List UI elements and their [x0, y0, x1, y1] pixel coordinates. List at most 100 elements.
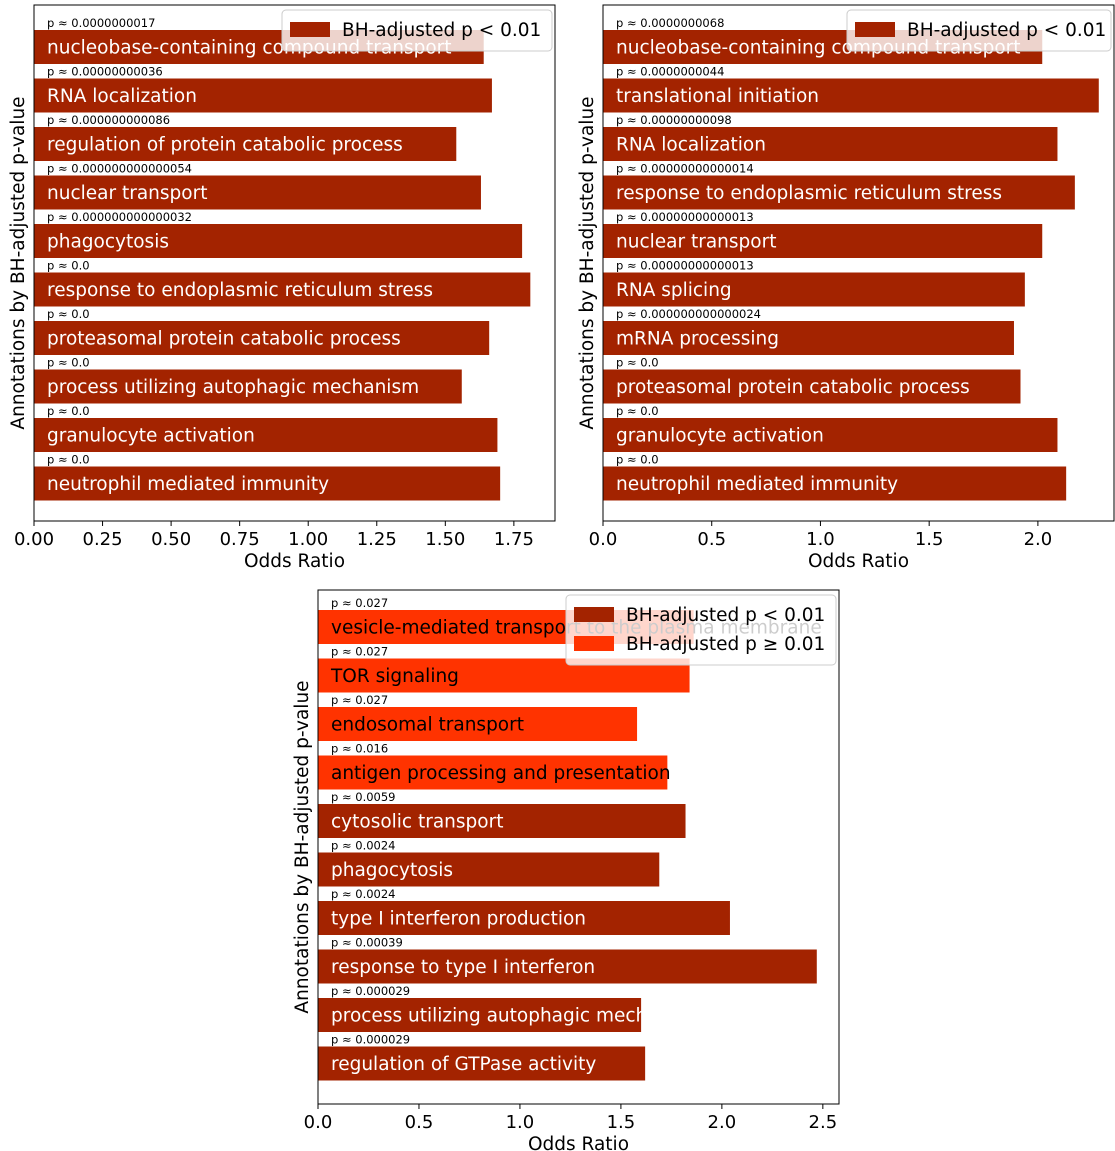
bar: [603, 369, 1021, 404]
bar-label: TOR signaling: [330, 666, 459, 687]
bar-label: process utilizing autophagic mechanism: [47, 377, 419, 398]
p-value-label: p ≈ 0.0: [47, 453, 90, 467]
bar-label: response to type I interferon: [331, 957, 595, 978]
p-value-label: p ≈ 0.0: [47, 356, 90, 370]
bar-label: type I interferon production: [331, 909, 586, 930]
p-value-label: p ≈ 0.00000000036: [47, 65, 163, 79]
x-tick-label: 2.5: [809, 1112, 838, 1133]
x-tick-label: 1.75: [494, 529, 534, 550]
p-value-label: p ≈ 0.027: [331, 596, 388, 610]
y-axis-label: Annotations by BH-adjusted p-value: [8, 96, 29, 429]
axes-frame: [317, 589, 840, 1105]
legend-label: BH-adjusted p ≥ 0.01: [626, 634, 825, 655]
bar: [603, 175, 1075, 210]
p-value-label: p ≈ 0.0000000017: [47, 16, 155, 30]
bar-label: granulocyte activation: [47, 426, 255, 447]
bar: [603, 418, 1058, 452]
p-value-label: p ≈ 0.000000000086: [47, 113, 170, 127]
bars-group: nucleobase-containing compound transport…: [34, 16, 531, 501]
bar: [34, 127, 457, 161]
p-value-label: p ≈ 0.0: [47, 259, 90, 273]
chart-panel-top-right: nucleobase-containing compound transport…: [577, 4, 1115, 572]
p-value-label: p ≈ 0.016: [331, 742, 388, 756]
legend-label: BH-adjusted p < 0.01: [342, 20, 541, 41]
y-axis-label: Annotations by BH-adjusted p-value: [577, 96, 598, 429]
bar-label: process utilizing autophagic mechanism: [331, 1006, 703, 1027]
p-value-label: p ≈ 0.0059: [331, 790, 396, 804]
p-value-label: p ≈ 0.0024: [331, 887, 396, 901]
bar: [603, 272, 1025, 307]
p-value-label: p ≈ 0.00000000098: [616, 113, 732, 127]
p-value-label: p ≈ 0.000000000000054: [47, 162, 192, 176]
legend: BH-adjusted p < 0.01: [281, 9, 553, 52]
legend-frame: [281, 9, 553, 52]
bar: [603, 466, 1067, 501]
p-value-label: p ≈ 0.000000000000024: [616, 307, 761, 321]
bar: [34, 466, 501, 501]
bar-label: nuclear transport: [47, 183, 207, 204]
p-value-label: p ≈ 0.0: [616, 356, 659, 370]
p-value-label: p ≈ 0.0: [616, 404, 659, 418]
bar-label: nuclear transport: [616, 232, 776, 253]
bar-label: neutrophil mediated immunity: [47, 474, 329, 495]
p-value-label: p ≈ 0.0: [47, 404, 90, 418]
bar: [318, 707, 638, 741]
p-value-label: p ≈ 0.00000000000013: [616, 259, 754, 273]
bar: [34, 369, 462, 404]
x-axis-label: Odds Ratio: [244, 551, 345, 572]
bar: [603, 78, 1099, 113]
bar: [318, 852, 660, 887]
p-value-label: p ≈ 0.0000000044: [616, 65, 724, 79]
legend-label: BH-adjusted p < 0.01: [626, 605, 825, 626]
p-value-label: p ≈ 0.000029: [331, 984, 410, 998]
bar: [318, 901, 730, 935]
p-value-label: p ≈ 0.000000000000032: [47, 210, 192, 224]
legend: BH-adjusted p < 0.01: [846, 9, 1112, 52]
x-tick-label: 1.50: [425, 529, 465, 550]
p-value-label: p ≈ 0.00039: [331, 936, 403, 950]
bar: [318, 949, 817, 984]
bar: [603, 127, 1058, 161]
p-value-label: p ≈ 0.0: [47, 307, 90, 321]
bar-label: RNA localization: [616, 135, 766, 156]
bar-label: phagocytosis: [47, 232, 169, 253]
bar: [34, 175, 481, 210]
bar-label: proteasomal protein catabolic process: [47, 329, 401, 350]
bar-label: regulation of GTPase activity: [331, 1054, 596, 1075]
bar-label: phagocytosis: [331, 860, 453, 881]
x-tick-label: 0.5: [697, 529, 726, 550]
bar-label: RNA localization: [47, 86, 197, 107]
p-value-label: p ≈ 0.027: [331, 645, 388, 659]
x-tick-label: 2.0: [1024, 529, 1053, 550]
x-tick-label: 0.0: [304, 1112, 333, 1133]
bar-label: neutrophil mediated immunity: [616, 474, 898, 495]
bar: [34, 272, 531, 307]
legend-frame: [565, 594, 837, 666]
x-axis-label: Odds Ratio: [808, 551, 909, 572]
p-value-label: p ≈ 0.000029: [331, 1033, 410, 1047]
bar-label: proteasomal protein catabolic process: [616, 377, 970, 398]
y-axis-label: Annotations by BH-adjusted p-value: [292, 680, 313, 1013]
bar-label: granulocyte activation: [616, 426, 824, 447]
x-tick-label: 1.5: [915, 529, 944, 550]
x-tick-label: 1.00: [288, 529, 328, 550]
legend: BH-adjusted p < 0.01 BH-adjusted p ≥ 0.01: [565, 594, 837, 666]
p-value-label: p ≈ 0.027: [331, 693, 388, 707]
bar-label: translational initiation: [616, 86, 819, 107]
x-tick-label: 0.0: [589, 529, 618, 550]
x-tick-label: 1.0: [806, 529, 835, 550]
bar-label: regulation of protein catabolic process: [47, 135, 403, 156]
x-tick-label: 0.75: [220, 529, 260, 550]
x-tick-label: 0.5: [405, 1112, 434, 1133]
x-tick-label: 0.00: [14, 529, 54, 550]
axes-frame: [602, 4, 1115, 522]
bar-label: mRNA processing: [616, 329, 779, 350]
p-value-label: p ≈ 0.0000000068: [616, 16, 724, 30]
bars-group: nucleobase-containing compound transport…: [603, 16, 1099, 501]
bar: [318, 998, 642, 1032]
bar: [34, 418, 498, 452]
bar-label: RNA splicing: [616, 280, 732, 301]
x-tick-label: 1.0: [506, 1112, 535, 1133]
bar-label: antigen processing and presentation: [331, 763, 671, 784]
bar: [318, 804, 686, 838]
